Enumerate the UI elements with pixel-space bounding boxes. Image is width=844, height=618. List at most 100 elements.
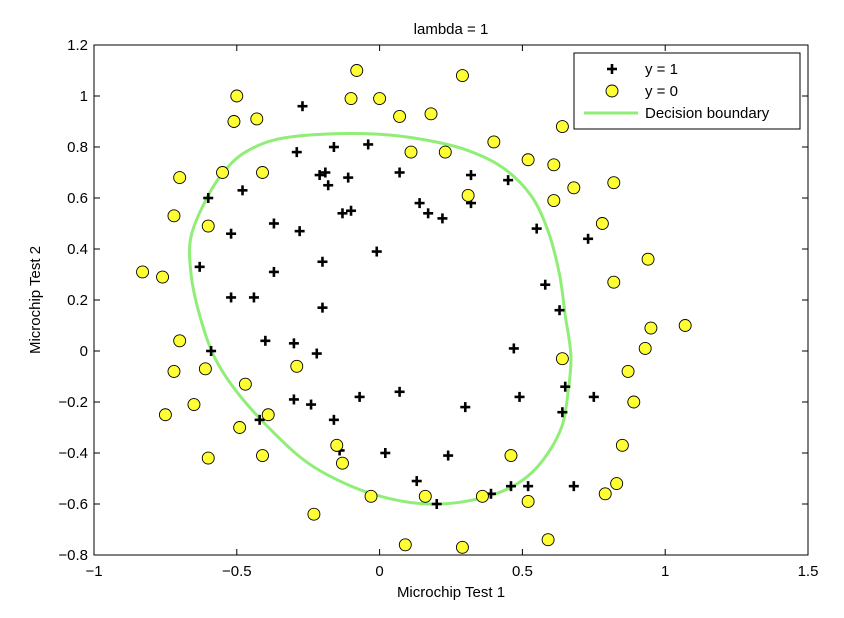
y1-point xyxy=(317,256,328,267)
y0-point xyxy=(398,538,412,552)
y1-point xyxy=(588,391,599,402)
y0-point xyxy=(418,489,432,503)
y0-point xyxy=(555,120,569,134)
y0-point xyxy=(598,487,612,501)
y0-point xyxy=(607,176,621,190)
y1-point xyxy=(226,228,237,239)
y0-point xyxy=(595,217,609,230)
y0-point xyxy=(187,398,201,411)
x-tick-label: 0.5 xyxy=(512,563,533,580)
y0-point xyxy=(238,377,252,391)
y0-point xyxy=(547,158,561,172)
y1-point xyxy=(465,170,476,181)
y0-point xyxy=(227,115,241,128)
y0-point xyxy=(638,342,652,355)
y-tick-label: −0.4 xyxy=(58,445,88,462)
y1-point xyxy=(394,386,405,397)
y1-point xyxy=(288,394,299,405)
y1-point xyxy=(328,142,339,152)
x-tick-label: −0.5 xyxy=(222,563,252,580)
x-tick-label: −1 xyxy=(85,563,102,580)
y1-point xyxy=(554,305,565,316)
y0-point xyxy=(261,408,275,422)
y1-point xyxy=(443,450,454,461)
chart-title: lambda = 1 xyxy=(414,21,489,38)
y1-point xyxy=(288,338,299,349)
y1-point xyxy=(297,101,308,112)
y0-point xyxy=(610,477,624,491)
y0-point xyxy=(256,166,269,179)
y0-point xyxy=(424,107,438,121)
x-tick-label: 1 xyxy=(661,563,669,580)
y1-point xyxy=(268,266,279,277)
y1-point xyxy=(557,407,568,418)
y1-point xyxy=(291,147,302,158)
y0-point xyxy=(641,252,655,266)
y0-point xyxy=(350,64,364,77)
y1-point xyxy=(206,346,217,356)
y0-point xyxy=(521,495,535,508)
y1-point xyxy=(343,172,354,183)
y1-point xyxy=(323,180,334,191)
y1-point xyxy=(268,218,279,229)
y1-point xyxy=(354,391,365,402)
y0-point xyxy=(201,451,215,465)
y1-point xyxy=(311,348,322,359)
y-tick-label: 0.4 xyxy=(67,241,88,258)
y1-point xyxy=(203,193,214,203)
y0-point xyxy=(290,359,304,373)
y0-point xyxy=(156,270,169,284)
y0-point xyxy=(136,265,150,279)
y0-point xyxy=(678,319,692,332)
y0-point xyxy=(230,89,244,103)
y1-point xyxy=(411,476,422,487)
y-tick-label: 0.2 xyxy=(67,292,88,309)
y0-point xyxy=(521,153,535,167)
y-tick-label: −0.6 xyxy=(58,496,88,513)
y1-point xyxy=(540,279,551,290)
y-tick-label: −0.2 xyxy=(58,394,88,411)
y1-point xyxy=(346,205,357,216)
y0-point xyxy=(373,92,387,106)
y-tick-label: 1.2 xyxy=(67,37,88,54)
y0-point xyxy=(567,181,581,195)
axis-ticks: −1 −0.5 0 0.5 1 1.5 −0.8 −0.6 −0.4 −0.2 0 0.2 0.4 0.6… xyxy=(58,37,818,580)
y1-point xyxy=(337,208,348,219)
y0-point xyxy=(621,364,635,378)
y0-point xyxy=(504,449,518,462)
y1-point xyxy=(514,391,525,402)
y1-point xyxy=(560,381,571,392)
y1-point xyxy=(568,481,579,492)
y1-point xyxy=(523,481,534,492)
y-tick-label: 0.6 xyxy=(67,190,88,207)
y0-point xyxy=(541,533,555,547)
y0-point xyxy=(216,166,229,179)
y1-point xyxy=(194,261,205,272)
y0-point xyxy=(167,364,181,378)
y1-point xyxy=(317,302,328,313)
y1-point xyxy=(254,414,265,425)
y0-point xyxy=(547,194,561,208)
y1-point xyxy=(423,208,434,219)
y1-point xyxy=(380,448,391,458)
y0-point xyxy=(487,135,501,149)
y0-point xyxy=(615,438,629,452)
y1-point xyxy=(306,399,317,410)
y0-point xyxy=(393,109,407,123)
y1-point xyxy=(460,402,471,413)
y0-point xyxy=(201,219,215,233)
y1-point xyxy=(394,167,405,178)
x-tick-label: 1.5 xyxy=(798,563,819,580)
y1-point xyxy=(260,335,271,346)
y1-point xyxy=(237,185,248,196)
y1-point xyxy=(505,481,516,492)
y0-point xyxy=(438,145,452,159)
y0-point xyxy=(404,145,418,159)
legend-marker-y1 xyxy=(607,64,617,74)
y-axis-label: Microchip Test 2 xyxy=(27,246,44,354)
y0-point xyxy=(336,456,349,470)
y1-point xyxy=(508,343,519,354)
y0-point xyxy=(173,334,187,348)
y1-point xyxy=(320,167,331,178)
x-tick-label: 0 xyxy=(375,563,383,580)
